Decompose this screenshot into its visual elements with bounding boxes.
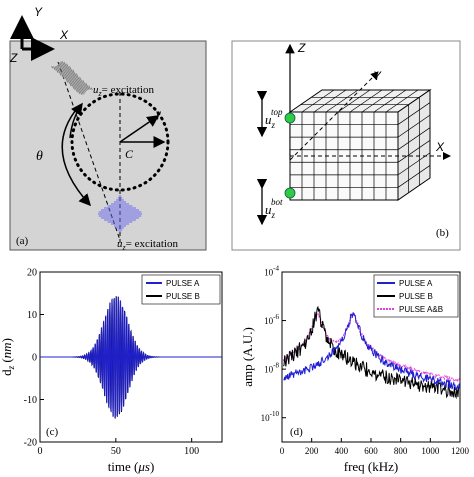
- chart-d-xtick-label: 1000: [421, 446, 440, 456]
- chart-d-legend: PULSE A PULSE B PULSE A&B: [373, 274, 459, 318]
- chart-d-series-pulse-b: [283, 305, 461, 400]
- chart-c-ytick-label: 10: [27, 310, 37, 321]
- chart-c-series-pulse-a: [40, 297, 222, 419]
- upper-pulse-line: [72, 69, 85, 94]
- cube-grid-line: [349, 89, 383, 113]
- cube-grid-line: [397, 152, 431, 176]
- axis-x-label: X: [59, 28, 69, 42]
- gamma-label: γ: [156, 106, 161, 120]
- chart-c-legend-b: PULSE B: [166, 292, 200, 301]
- upper-pulse: [51, 61, 93, 95]
- upper-pulse-line: [75, 73, 86, 93]
- chart-d-legend-b: PULSE B: [399, 292, 433, 301]
- upper-pulse-line: [79, 76, 87, 92]
- upper-pulse-line: [57, 64, 65, 80]
- chart-c-ytick-label: -10: [24, 395, 37, 406]
- upper-pulse-line: [85, 83, 90, 90]
- upper-pulse-line: [59, 62, 72, 87]
- u-bot-label: uzbot: [265, 197, 283, 220]
- axis-x-label-b: X: [435, 140, 445, 154]
- top-node: [284, 112, 296, 124]
- cube-grid-line: [301, 89, 335, 113]
- chart-c-ylabel: dz (nm): [0, 338, 16, 376]
- panel-a-background: [9, 40, 207, 251]
- chart-d-legend-ab: PULSE A&B: [399, 305, 443, 314]
- panel-b: Z Y X uztop uzbot (b): [231, 40, 461, 251]
- theta-arc-up: [69, 102, 83, 139]
- chart-c-legend-a: PULSE A: [166, 279, 200, 288]
- chart-d-ytick-label: 10-4: [264, 265, 279, 278]
- chart-c-legend-box: [141, 274, 221, 305]
- chart-c-ytick-label: -20: [24, 438, 37, 449]
- chart-d-ytick-label: 10-10: [261, 410, 280, 423]
- chart-c-xlabel: time (μs): [108, 459, 155, 474]
- theta-label: θ: [36, 149, 43, 164]
- cube-grid-line: [361, 89, 395, 113]
- chart-d-xtick-label: 400: [335, 446, 349, 456]
- gamma-vector: [119, 115, 160, 143]
- chart-d-ytick-label: 10-6: [264, 313, 279, 326]
- upper-pulse-line: [58, 63, 69, 83]
- chart-c-ytick-label: 0: [32, 353, 37, 364]
- chart-d-xtick-label: 1200: [451, 446, 470, 456]
- panel-b-label: (b): [436, 227, 449, 239]
- upper-pulse-line: [53, 66, 56, 71]
- cube-grid-line: [397, 165, 431, 188]
- axis-y-label: Y: [34, 5, 43, 19]
- chart-d-legend-a: PULSE A: [399, 279, 433, 288]
- excitation-bot-label: uz= excitation: [117, 238, 178, 252]
- upper-pulse-line: [68, 66, 84, 95]
- cube-grid-line: [373, 89, 407, 113]
- chart-c-legend: PULSE A PULSE B: [141, 274, 221, 305]
- upper-pulse-line: [90, 87, 93, 91]
- dotted-circle: [70, 92, 170, 192]
- center-label: C: [125, 147, 134, 161]
- chart-d-ytick-label: 10-8: [264, 362, 279, 375]
- upper-pulse-line: [88, 85, 91, 90]
- panel-a-label: (a): [16, 235, 29, 247]
- mesh-cube: [288, 89, 432, 201]
- chart-d-xtick-label: 200: [305, 446, 319, 456]
- chart-d-xlabel: freq (kHz): [344, 459, 399, 474]
- upper-pulse-line: [82, 80, 89, 91]
- cube-grid-line: [313, 89, 347, 113]
- cube-grid-line: [397, 114, 431, 138]
- chart-d-ylabel: amp (A.U.): [240, 327, 255, 387]
- upper-pulse-line: [63, 61, 81, 95]
- chart-d-panel-label: (d): [290, 426, 303, 438]
- axis-y-label-b: Y: [373, 69, 382, 83]
- chart-d-series-pulse-a: [283, 312, 461, 390]
- cube-grid-line: [397, 127, 431, 151]
- chart-d-xtick-label: 800: [394, 446, 408, 456]
- chart-c-xtick-label: 50: [111, 446, 121, 457]
- chart-c-xtick-label: 0: [38, 446, 43, 457]
- cube-grid-line: [397, 102, 431, 125]
- excitation-top-label: uz= excitation: [93, 84, 154, 98]
- bottom-node: [284, 187, 296, 199]
- upper-pulse-line: [66, 63, 83, 95]
- panel-c: 0 50 100 -20 -10 0 10 20 PULSE A PULSE B (c) ti…: [0, 268, 223, 474]
- lower-pulse: [98, 195, 142, 233]
- cube-grid-line: [385, 89, 419, 113]
- panel-a: Y X Z γ C θ uz= excitation uz= excitatio…: [9, 5, 207, 252]
- cube-grid-line: [337, 89, 371, 113]
- chart-c-panel-label: (c): [46, 426, 59, 438]
- chart-d-xtick-label: 0: [280, 446, 285, 456]
- cube-grid-line: [397, 139, 431, 163]
- upper-pulse-line: [55, 65, 62, 76]
- upper-pulse-line: [54, 66, 59, 73]
- upper-pulse-line: [60, 61, 76, 90]
- chart-d-xtick-label: 600: [364, 446, 378, 456]
- axis-z-label-b: Z: [297, 41, 306, 55]
- chart-c-xtick-label: 100: [184, 446, 199, 457]
- upper-pulse-line: [51, 65, 54, 69]
- upper-pulse-line: [61, 61, 78, 93]
- cube-grid-line: [325, 89, 359, 113]
- chart-c-ytick-label: 20: [27, 268, 37, 279]
- panel-d: 0 200 400 600 800 1000 1200 10-10 10-8 10-6 10-4 P…: [240, 265, 470, 475]
- u-top-label: uztop: [265, 107, 283, 130]
- axis-z-label: Z: [9, 51, 18, 65]
